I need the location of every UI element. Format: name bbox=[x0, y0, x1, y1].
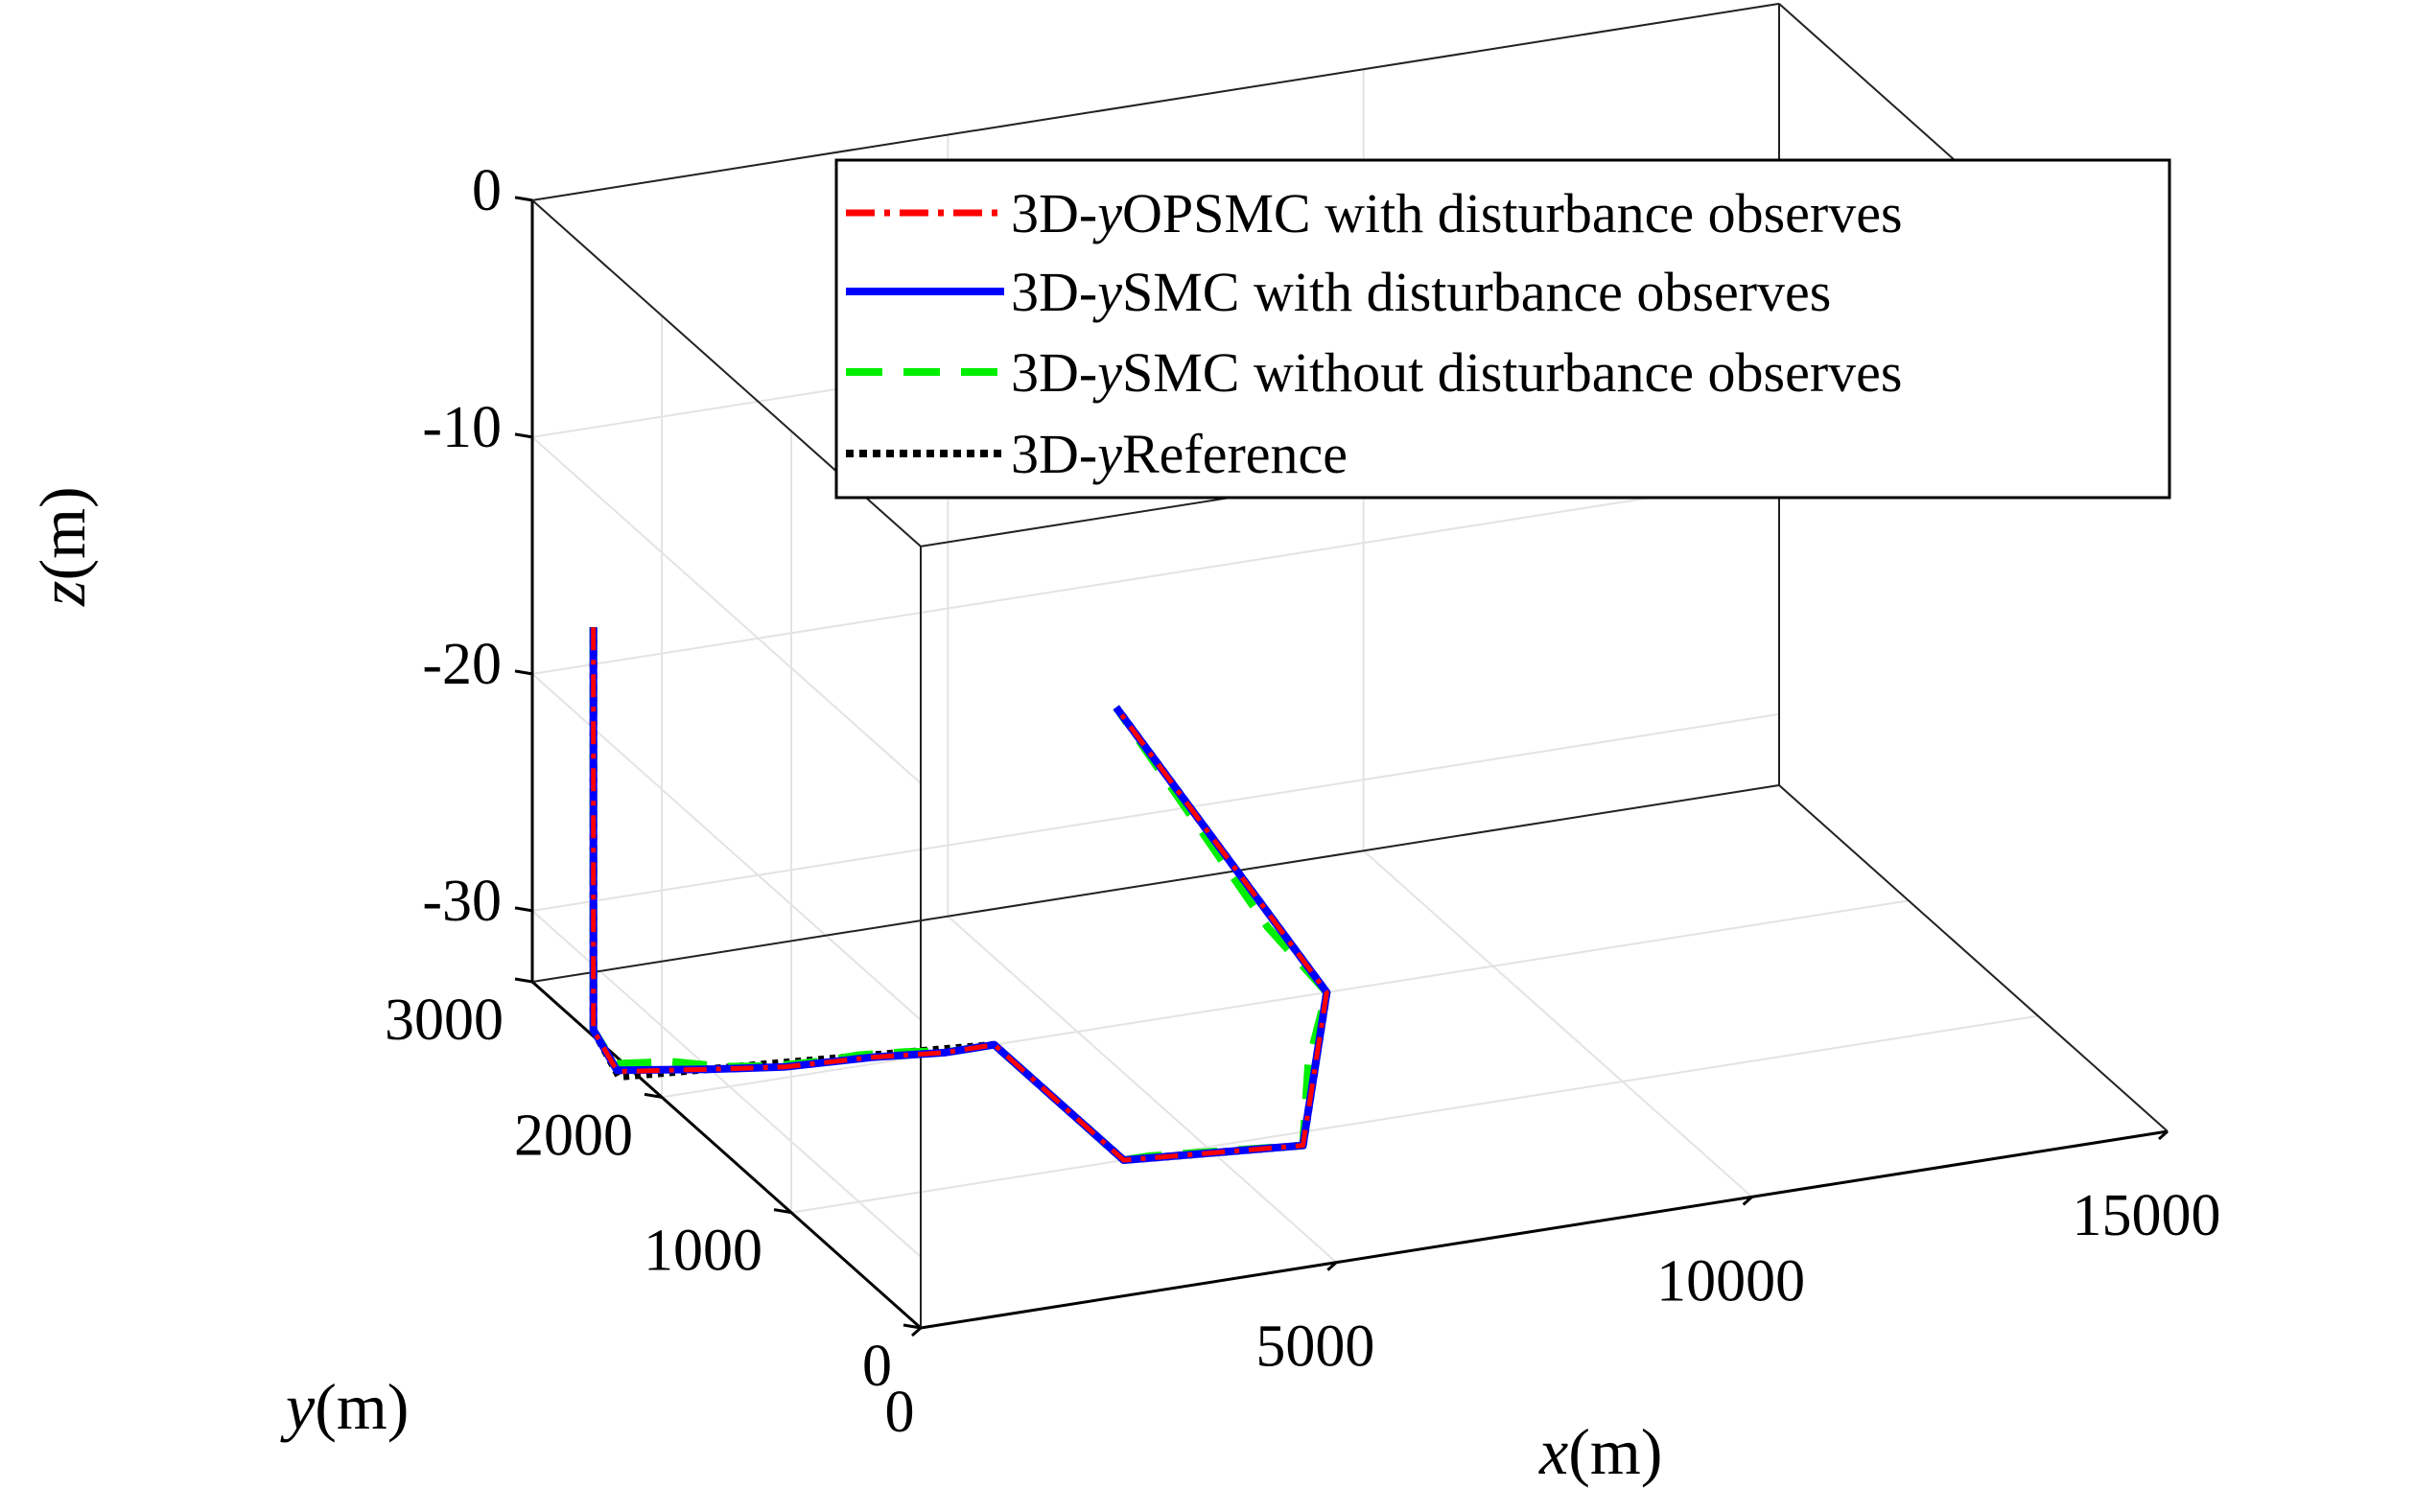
series-line-1 bbox=[589, 627, 1331, 1164]
z-tick-label: 0 bbox=[472, 158, 502, 223]
y-tick-mark bbox=[644, 1092, 663, 1099]
z-tick-mark bbox=[514, 196, 533, 202]
y-tick-label: 2000 bbox=[514, 1103, 633, 1168]
y-axis-label: y(m) bbox=[280, 1370, 409, 1443]
x-tick-mark bbox=[2158, 1129, 2169, 1141]
legend-label-smc: 3D-ySMC with disturbance observes bbox=[1011, 261, 1831, 323]
x-tick-label: 10000 bbox=[1656, 1248, 1805, 1314]
series-layer bbox=[589, 627, 1331, 1164]
legend-label-opsmc: 3D-yOPSMC with disturbance observes bbox=[1011, 182, 1903, 244]
y-tick-mark bbox=[514, 977, 533, 984]
series-line-3 bbox=[591, 627, 1329, 1163]
box-edge-floor-back bbox=[531, 784, 1780, 983]
y-tick-mark bbox=[773, 1208, 792, 1215]
grid-line-x-floor bbox=[947, 915, 1337, 1264]
y-tick-label: 0 bbox=[862, 1334, 892, 1399]
legend-label-smc-nodo: 3D-ySMC without disturbance observes bbox=[1011, 341, 1902, 404]
grid-line-z-backwall bbox=[531, 712, 1780, 912]
x-tick-label: 15000 bbox=[2073, 1183, 2221, 1248]
z-tick-label: -30 bbox=[422, 869, 502, 934]
z-tick-mark bbox=[514, 432, 533, 439]
z-tick-label: -10 bbox=[422, 395, 502, 460]
series-line-2 bbox=[589, 627, 1331, 1164]
y-tick-label: 3000 bbox=[385, 988, 504, 1053]
box-edge-floor-right bbox=[1778, 784, 2169, 1132]
legend: 3D-yOPSMC with disturbance observes 3D-y… bbox=[834, 158, 2171, 500]
x-tick-label: 0 bbox=[885, 1380, 915, 1445]
z-tick-mark bbox=[514, 669, 533, 676]
box-edge-x-front bbox=[920, 1129, 2169, 1330]
x-tick-mark bbox=[1326, 1261, 1338, 1271]
z-tick-label: -20 bbox=[422, 632, 502, 697]
y-tick-label: 1000 bbox=[644, 1219, 762, 1284]
y-tick-mark bbox=[903, 1323, 922, 1330]
grid-line-z-sidewall bbox=[531, 436, 922, 784]
grid-line-y-floor bbox=[790, 1014, 2039, 1214]
grid-line-x-floor bbox=[1363, 849, 1753, 1198]
x-tick-mark bbox=[911, 1326, 922, 1338]
legend-label-reference: 3D-yReference bbox=[1011, 423, 1348, 485]
z-tick-mark bbox=[514, 906, 533, 913]
box-edge-top-back bbox=[531, 2, 1780, 201]
x-tick-mark bbox=[1742, 1196, 1753, 1206]
z-axis-label: z(m) bbox=[26, 486, 99, 607]
x-tick-label: 5000 bbox=[1255, 1314, 1374, 1380]
grid-line-y-floor bbox=[661, 899, 1910, 1099]
x-axis-label: x(m) bbox=[1538, 1415, 1662, 1488]
series-line-0 bbox=[589, 627, 1331, 1164]
legend-box bbox=[834, 158, 2171, 500]
grid-line-z-backwall bbox=[531, 476, 1780, 675]
